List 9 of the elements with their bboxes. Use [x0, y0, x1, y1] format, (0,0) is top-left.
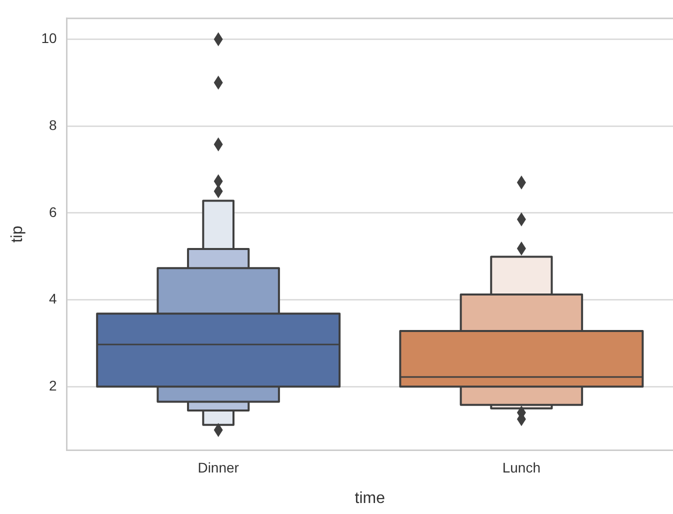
y-tick-label: 10: [41, 30, 57, 46]
x-tick-label: Lunch: [502, 459, 541, 476]
x-tick-label: Dinner: [198, 459, 240, 476]
y-tick-label: 8: [48, 116, 57, 133]
y-axis-title: tip: [9, 226, 26, 243]
y-tick-label: 4: [48, 290, 57, 307]
y-tick-label: 2: [48, 377, 57, 394]
y-tick-label: 6: [48, 204, 57, 220]
x-axis-title: time: [354, 490, 386, 507]
